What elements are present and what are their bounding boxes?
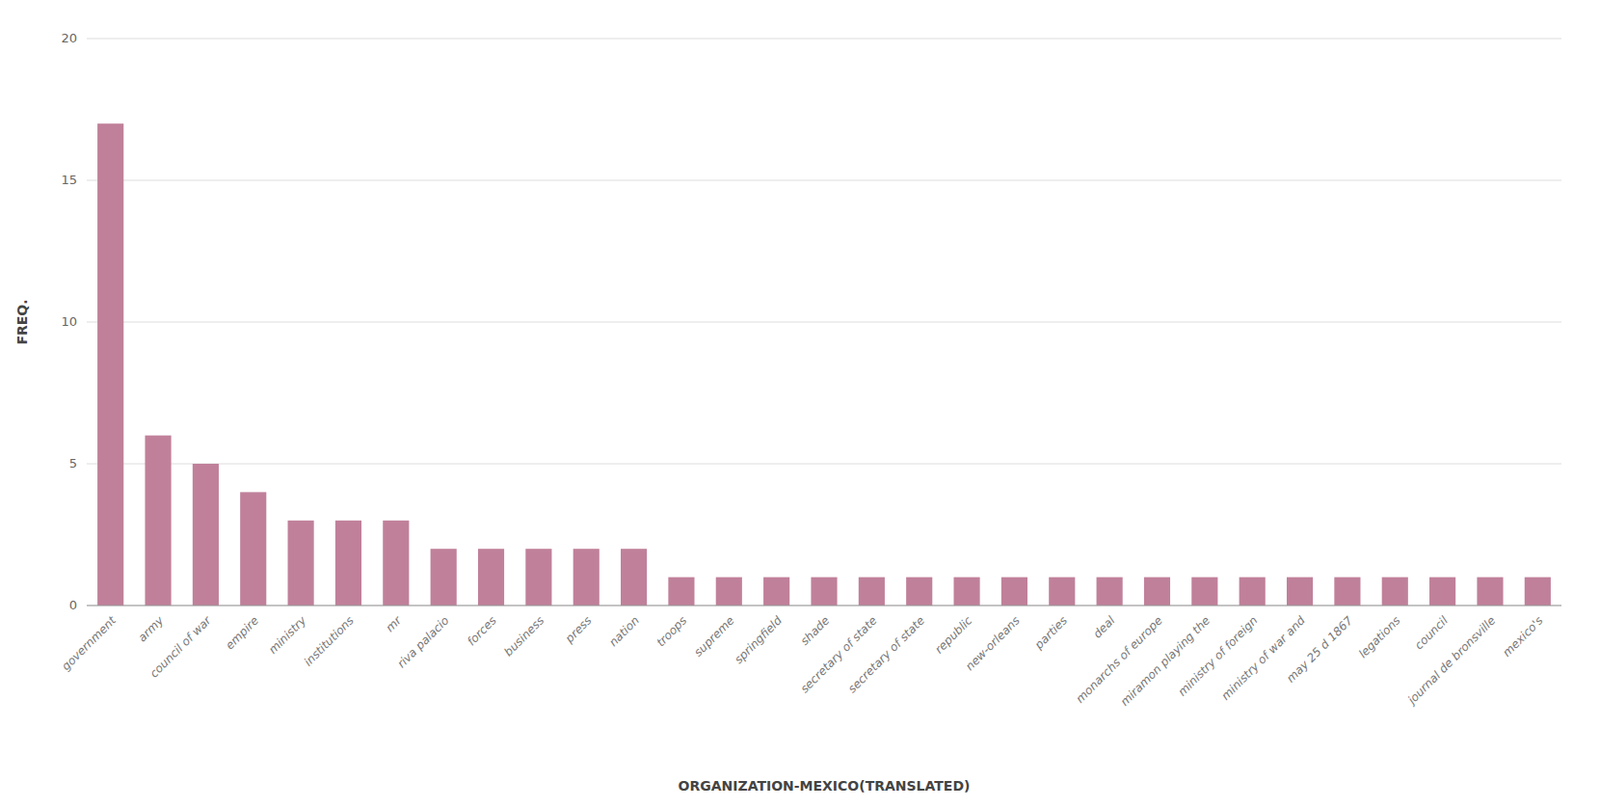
- y-tick-label: 15: [60, 172, 78, 187]
- y-axis-label: FREQ.: [14, 298, 30, 345]
- y-axis: 0 5 10 15 20: [60, 30, 78, 613]
- bar: [1476, 577, 1503, 606]
- bar: [763, 577, 790, 606]
- x-tick-label: secretary of state: [798, 613, 880, 695]
- bar: [667, 577, 694, 606]
- y-tick-label: 10: [60, 314, 78, 329]
- x-tick-label: ministry: [266, 613, 310, 657]
- x-tick-label: deal: [1090, 613, 1119, 641]
- x-tick-label: business: [501, 613, 547, 659]
- x-tick-label: parties: [1031, 613, 1070, 652]
- y-tick-label: 20: [60, 30, 78, 46]
- bar: [97, 123, 124, 606]
- x-tick-label: council of war: [147, 613, 215, 681]
- grid: [86, 38, 1562, 606]
- x-tick-label: miramon playing the: [1118, 613, 1213, 708]
- x-tick-label: empire: [222, 613, 262, 652]
- bar: [1144, 577, 1171, 606]
- bar: [716, 577, 743, 606]
- chart: 0 5 10 15 20 government armycouncil of warempi…: [0, 0, 1600, 808]
- x-tick-label: troops: [653, 613, 690, 649]
- bar: [240, 491, 267, 606]
- page: {"chart_data": {"type": "bar", "categori…: [0, 0, 1600, 808]
- x-tick-label: press: [561, 613, 595, 646]
- bar: [144, 435, 171, 606]
- bar: [1524, 577, 1551, 606]
- bar: [858, 577, 885, 606]
- x-tick-label: legations: [1356, 613, 1404, 661]
- bar: [1286, 577, 1313, 606]
- bar: [192, 463, 219, 606]
- bar: [573, 548, 600, 606]
- x-tick-label: government: [58, 613, 120, 674]
- x-tick-label: supreme: [691, 613, 737, 659]
- y-tick-label: 0: [69, 597, 78, 613]
- x-axis-line: [86, 605, 1562, 607]
- x-tick-label: mexico's: [1499, 613, 1546, 659]
- x-axis-label: ORGANIZATION-MEXICO(TRANSLATED): [678, 777, 971, 794]
- x-tick-label: nation: [606, 613, 642, 649]
- bar: [810, 577, 837, 606]
- bar: [1239, 577, 1266, 606]
- bar: [1048, 577, 1075, 606]
- x-tick-label: shade: [798, 613, 833, 648]
- grid-line: [86, 38, 1562, 40]
- x-tick-label: ministry of war and: [1219, 613, 1309, 703]
- x-tick-label: journal de bronsville: [1403, 613, 1498, 708]
- bar: [1001, 577, 1028, 606]
- x-tick-label: institutions: [301, 613, 357, 668]
- bar: [382, 520, 409, 606]
- bars: [97, 123, 1551, 606]
- bar: [1333, 577, 1360, 606]
- grid-line: [86, 605, 1562, 607]
- x-tick-label: new-orleans: [962, 613, 1023, 673]
- x-tick-label: council: [1412, 613, 1451, 652]
- bar: [1096, 577, 1123, 606]
- grid-line: [86, 321, 1562, 323]
- chart-container: 0 5 10 15 20 government armycouncil of warempi…: [0, 0, 1600, 808]
- y-tick-label: 5: [69, 455, 78, 471]
- bar: [953, 577, 980, 606]
- bar: [1191, 577, 1218, 606]
- x-tick-label: secretary of state: [845, 613, 928, 695]
- x-tick-label: monarchs of europe: [1072, 613, 1165, 705]
- bar: [288, 520, 315, 606]
- x-tick-label: forces: [464, 613, 500, 648]
- bar: [478, 548, 505, 606]
- x-tick-label: riva palacio: [394, 613, 452, 670]
- x-tick-label: republic: [932, 613, 975, 656]
- bar: [1429, 577, 1456, 606]
- x-tick-label: army: [134, 613, 167, 645]
- grid-line: [86, 180, 1562, 182]
- bar: [1382, 577, 1409, 606]
- bar: [620, 548, 647, 606]
- grid-line: [86, 463, 1562, 465]
- x-tick-label: may 25 d 1867: [1283, 613, 1357, 686]
- x-tick-label: ministry of foreign: [1174, 613, 1260, 698]
- bar: [430, 548, 457, 606]
- x-axis: governmentarmycouncil of warempireminist…: [58, 613, 1546, 709]
- bar: [525, 548, 552, 606]
- x-tick-label: springfield: [731, 613, 785, 667]
- x-tick-label: mr: [382, 613, 404, 635]
- bar: [906, 577, 933, 606]
- bar: [335, 520, 362, 606]
